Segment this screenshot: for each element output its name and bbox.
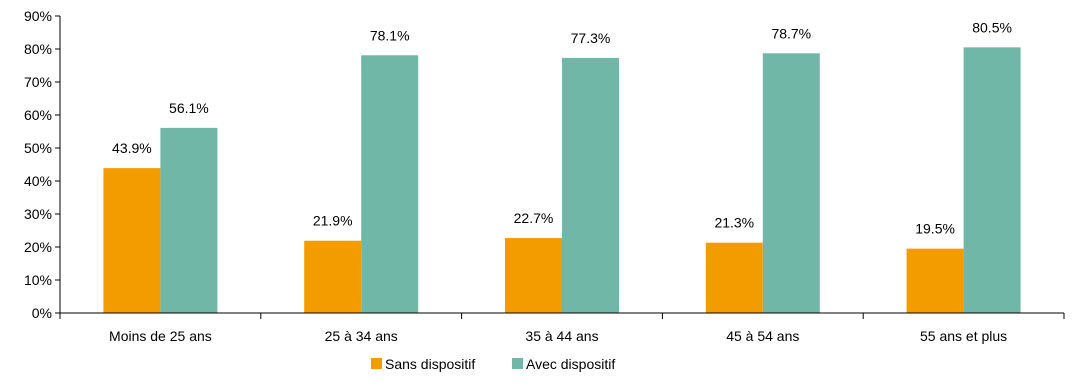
data-label: 56.1% <box>169 100 209 116</box>
y-axis: 0% 10% 20% 30% 40% 50% 60% 70% 80% 90% <box>24 8 61 321</box>
bar-avec-1 <box>361 55 419 314</box>
data-label: 19.5% <box>915 221 955 237</box>
x-category-label: 45 à 54 ans <box>726 328 799 344</box>
bar-sans-0 <box>103 168 161 313</box>
data-label: 78.1% <box>370 27 410 43</box>
bar-avec-2 <box>562 57 619 313</box>
bar-avec-3 <box>762 53 820 313</box>
x-category-label: 25 à 34 ans <box>325 328 398 344</box>
bars: 43.9% 56.1% 21.9% 78.1% 22.7% 77.3% 21.3% 78.7%… <box>103 19 1021 314</box>
legend: Sans dispositif Avec dispositif <box>371 356 615 372</box>
legend-swatch <box>512 358 523 369</box>
y-tick-label: 40% <box>24 173 52 189</box>
data-label: 43.9% <box>112 140 152 156</box>
y-tick-label: 70% <box>24 74 52 90</box>
y-tick-label: 0% <box>32 305 52 321</box>
legend-label: Avec dispositif <box>526 356 615 372</box>
data-label: 77.3% <box>571 30 611 46</box>
bar-sans-1 <box>304 240 362 313</box>
y-tick-label: 80% <box>24 41 52 57</box>
data-label: 80.5% <box>972 19 1012 35</box>
x-category-label: Moins de 25 ans <box>109 328 212 344</box>
data-label: 21.9% <box>313 213 353 229</box>
bar-avec-4 <box>963 47 1021 313</box>
y-tick-label: 90% <box>24 8 52 24</box>
y-tick-label: 50% <box>24 140 52 156</box>
bar-sans-3 <box>705 242 763 313</box>
x-category-label: 35 à 44 ans <box>525 328 598 344</box>
x-axis: Moins de 25 ans 25 à 34 ans 35 à 44 ans 45 … <box>59 312 1065 344</box>
x-category-label: 55 ans et plus <box>920 328 1007 344</box>
bar-sans-4 <box>906 248 964 313</box>
y-tick-label: 30% <box>24 206 52 222</box>
y-tick-label: 10% <box>24 272 52 288</box>
bar-sans-2 <box>505 238 562 313</box>
bar-avec-0 <box>160 127 218 314</box>
legend-swatch <box>371 358 382 369</box>
data-label: 22.7% <box>514 210 554 226</box>
y-tick-label: 20% <box>24 239 52 255</box>
data-label: 21.3% <box>714 215 754 231</box>
y-tick-label: 60% <box>24 107 52 123</box>
legend-label: Sans dispositif <box>385 356 475 372</box>
data-label: 78.7% <box>771 25 811 41</box>
